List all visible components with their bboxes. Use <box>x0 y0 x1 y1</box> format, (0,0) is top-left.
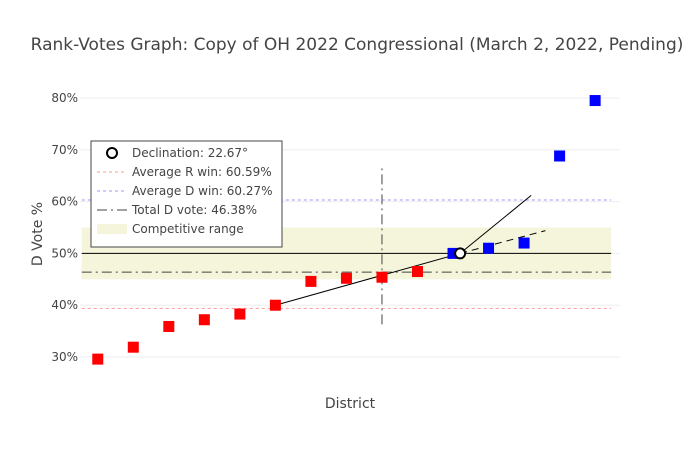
r-district-point <box>163 320 175 332</box>
r-district-point <box>198 314 210 326</box>
r-district-point <box>412 266 423 278</box>
legend-label-avg_d: Average D win: 60.27% <box>132 184 273 198</box>
y-tick-label: 40% <box>51 298 78 312</box>
y-tick-label: 70% <box>51 143 78 157</box>
chart-title: Rank-Votes Graph: Copy of OH 2022 Congre… <box>31 35 684 55</box>
declination-point <box>454 247 467 260</box>
d-district-point <box>518 237 530 249</box>
d-declination-dashed-line <box>460 230 546 254</box>
legend-competitive-symbol <box>97 224 127 234</box>
d-declination-line <box>459 194 532 254</box>
x-axis-title: District <box>325 396 376 412</box>
r-district-point <box>305 275 317 287</box>
y-tick-labels: 30% 40% 50% 60% 70% 80% <box>51 91 78 364</box>
r-district-point <box>127 341 139 353</box>
legend-label-total_d: Total D vote: 46.38% <box>131 203 257 217</box>
d-district-point <box>554 150 566 162</box>
y-tick-label: 60% <box>51 195 78 209</box>
y-tick-label: 80% <box>51 91 78 105</box>
d-district-point <box>483 242 495 254</box>
legend: Declination: 22.67° Average R win: 60.59%… <box>90 140 283 248</box>
r-district-point <box>269 299 281 311</box>
legend-label-competitive: Competitive range <box>132 222 244 236</box>
r-declination-line <box>275 252 461 306</box>
d-district-point <box>589 95 601 107</box>
r-district-point <box>92 353 104 365</box>
r-district-point <box>376 271 388 283</box>
data-points <box>92 95 601 365</box>
legend-label-declination: Declination: 22.67° <box>132 146 248 160</box>
reference-lines <box>81 167 612 325</box>
d-district-point <box>447 247 459 259</box>
r-district-point <box>234 308 246 320</box>
r-district-point <box>340 272 352 284</box>
y-tick-label: 50% <box>51 246 78 260</box>
legend-declination-symbol <box>106 147 118 159</box>
y-axis-title: D Vote % <box>30 202 46 266</box>
legend-label-avg_r: Average R win: 60.59% <box>132 165 272 179</box>
y-tick-label: 30% <box>51 350 78 364</box>
